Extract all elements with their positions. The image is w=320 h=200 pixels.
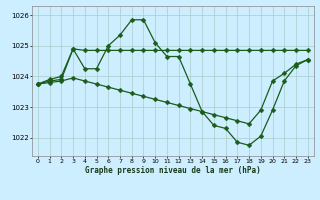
X-axis label: Graphe pression niveau de la mer (hPa): Graphe pression niveau de la mer (hPa) [85, 166, 261, 175]
